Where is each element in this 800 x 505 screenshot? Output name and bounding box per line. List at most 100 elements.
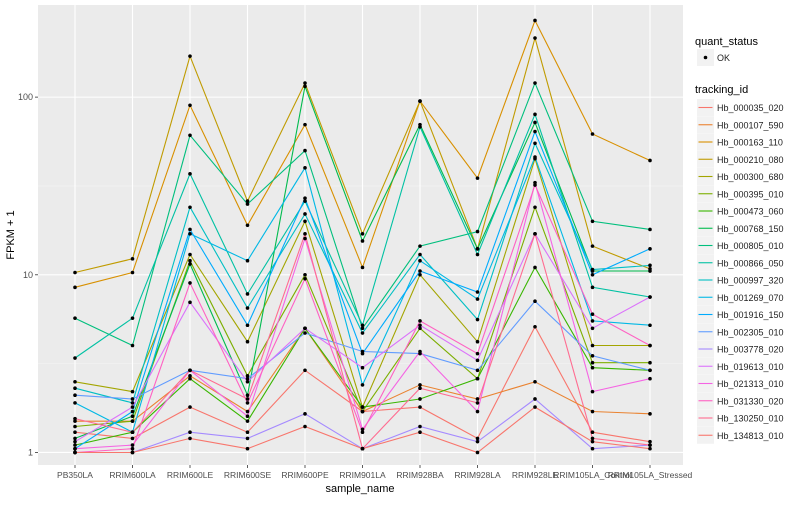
data-point (590, 436, 595, 441)
x-tick-label: PB350LA (57, 470, 93, 480)
legend-label: Hb_000107_590 (717, 120, 784, 130)
legend-label: Hb_000805_010 (717, 241, 784, 251)
legend-label: Hb_000395_010 (717, 189, 784, 199)
legend-label: Hb_000866_050 (717, 258, 784, 268)
data-point (648, 368, 652, 373)
data-point (303, 326, 307, 331)
data-point (303, 148, 307, 153)
data-point (418, 323, 422, 328)
data-point (73, 430, 77, 435)
data-point (648, 443, 652, 447)
data-point (590, 365, 595, 370)
data-point (648, 269, 652, 273)
data-point (590, 319, 595, 323)
data-point (188, 258, 192, 263)
data-point (245, 258, 250, 263)
data-point (303, 196, 307, 200)
data-point (360, 239, 365, 243)
legend-label: Hb_000997_320 (717, 276, 784, 286)
data-point (360, 409, 365, 414)
data-point (475, 176, 480, 180)
data-point (648, 343, 652, 348)
data-point (418, 397, 422, 401)
data-point (533, 36, 537, 40)
data-point (590, 219, 595, 224)
data-point (418, 125, 422, 129)
data-point (73, 439, 77, 444)
data-point (303, 276, 307, 281)
data-point (475, 376, 480, 381)
data-point (245, 374, 250, 378)
data-point (475, 317, 480, 322)
data-point (303, 331, 307, 335)
data-point (245, 199, 250, 203)
data-point (590, 272, 595, 277)
data-point (73, 316, 77, 320)
data-point (73, 270, 77, 275)
legend-tracking-id-title: tracking_id (695, 84, 748, 96)
data-point (130, 450, 135, 455)
data-point (73, 446, 77, 451)
data-point (533, 155, 537, 159)
data-point (360, 265, 365, 270)
data-point (73, 424, 77, 429)
data-point (590, 343, 595, 348)
data-point (73, 450, 77, 455)
data-point (648, 323, 652, 328)
data-point (188, 281, 192, 285)
data-point (188, 376, 192, 381)
data-point (245, 393, 250, 398)
data-point (73, 401, 77, 405)
data-point (245, 292, 250, 296)
data-point (360, 323, 365, 328)
data-point (475, 409, 480, 414)
x-tick-label: RRIM928BA (396, 470, 444, 480)
data-point (475, 229, 480, 234)
data-point (648, 158, 652, 163)
data-point (245, 430, 250, 435)
data-point (590, 439, 595, 444)
legend-label: Hb_001916_150 (717, 310, 784, 320)
data-point (360, 430, 365, 435)
legend-label: Hb_031330_020 (717, 396, 784, 406)
y-tick-label: 100 (18, 92, 33, 102)
data-point (73, 386, 77, 390)
data-point (130, 401, 135, 405)
data-point (590, 244, 595, 248)
x-tick-label: RRIM600LA (109, 470, 156, 480)
data-point (418, 319, 422, 323)
data-point (303, 81, 307, 85)
data-point (360, 326, 365, 331)
data-point (188, 430, 192, 435)
data-point (360, 232, 365, 236)
data-point (648, 446, 652, 451)
data-point (475, 351, 480, 356)
data-point (533, 299, 537, 304)
data-point (418, 349, 422, 354)
legend-quant-status-point (703, 55, 708, 60)
data-point (590, 267, 595, 272)
data-point (418, 252, 422, 257)
data-point (418, 430, 422, 435)
data-point (303, 232, 307, 236)
data-point (245, 306, 250, 310)
data-point (303, 236, 307, 241)
data-point (73, 356, 77, 360)
data-point (130, 343, 135, 348)
data-point (418, 386, 422, 390)
data-point (245, 376, 250, 381)
data-point (130, 389, 135, 394)
data-point (245, 436, 250, 441)
data-point (533, 379, 537, 384)
data-point (418, 244, 422, 248)
data-point (360, 446, 365, 451)
data-point (590, 353, 595, 358)
data-point (533, 120, 537, 125)
data-point (130, 446, 135, 451)
legend-label: Hb_130250_010 (717, 414, 784, 424)
data-point (475, 252, 480, 257)
data-point (245, 323, 250, 328)
data-point (188, 172, 192, 176)
data-point (130, 409, 135, 414)
data-point (533, 265, 537, 270)
